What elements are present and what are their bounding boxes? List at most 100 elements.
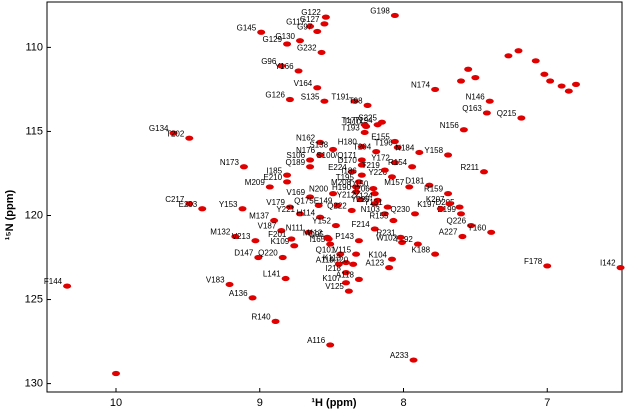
- peak-label: Y153: [219, 200, 238, 209]
- peak-label: D205: [435, 198, 455, 207]
- peak-label: E210: [263, 173, 282, 182]
- peak-label: Q215: [497, 109, 517, 118]
- peak: [480, 169, 488, 175]
- peak: [185, 135, 194, 141]
- peak-label: F144: [44, 277, 63, 286]
- peak: [248, 295, 257, 301]
- peak-label: T194: [354, 116, 373, 125]
- peak-label: E149: [314, 197, 333, 206]
- peak: [514, 48, 523, 54]
- peak: [350, 98, 359, 104]
- peak-label: K207: [426, 195, 445, 204]
- peak-label: G129: [262, 35, 282, 44]
- peak: [356, 196, 365, 203]
- peak-label: E203: [179, 200, 198, 209]
- peak: [415, 149, 424, 156]
- peak-label: S106: [286, 151, 305, 160]
- peak-label: Y124: [354, 191, 373, 200]
- peak: [296, 211, 304, 217]
- peak-label: T195: [336, 173, 355, 182]
- peak: [557, 83, 566, 89]
- peak: [306, 194, 315, 200]
- peak-label: T204: [353, 143, 372, 152]
- peak-label: Y152: [312, 217, 331, 226]
- peak-label: Q175: [294, 197, 314, 206]
- peak: [464, 66, 473, 72]
- peak: [393, 144, 402, 151]
- peak: [370, 191, 379, 197]
- peak: [564, 88, 573, 94]
- peak-label: N103: [361, 205, 381, 214]
- peak-label: M208: [331, 178, 352, 187]
- peak: [540, 71, 549, 77]
- peak: [357, 157, 366, 163]
- peak-label: Y212: [337, 191, 356, 200]
- peak: [354, 179, 363, 185]
- peak-label: Y229: [351, 195, 370, 204]
- peak: [283, 41, 292, 47]
- peak-label: K188: [411, 245, 430, 254]
- peak: [342, 270, 350, 276]
- peak: [349, 261, 358, 267]
- peak-label: N173: [220, 158, 240, 167]
- peak: [306, 157, 315, 163]
- peak: [285, 204, 294, 210]
- peak-label: G198: [370, 7, 390, 16]
- peak-label: N146: [466, 92, 486, 101]
- peak: [398, 239, 407, 245]
- x-axis-label: ¹H (ppm): [311, 397, 357, 409]
- peak-label: E155: [371, 133, 390, 142]
- peak-label: V169: [286, 188, 305, 197]
- peak: [357, 172, 366, 178]
- peak: [278, 254, 287, 261]
- peak-label: S135: [301, 92, 320, 101]
- peak: [457, 211, 465, 217]
- peak: [342, 280, 350, 286]
- peak: [616, 265, 625, 271]
- peak: [324, 236, 333, 242]
- peak-label: S225: [358, 113, 377, 122]
- peak: [313, 28, 322, 35]
- peak: [316, 214, 325, 220]
- peak-label: M157: [384, 178, 405, 187]
- peak: [336, 251, 345, 257]
- peak: [482, 110, 491, 116]
- x-tick-label: 10: [110, 397, 122, 409]
- peak: [271, 318, 280, 324]
- peak-label: E224: [328, 163, 347, 172]
- peak: [185, 201, 194, 207]
- peak: [306, 164, 315, 170]
- peak: [546, 78, 555, 84]
- peak-label: F214: [352, 220, 371, 229]
- peak-label: T191: [331, 92, 350, 101]
- peak: [369, 185, 378, 192]
- peak-label: R231: [377, 228, 397, 237]
- peak-label: M137: [249, 212, 270, 221]
- peak: [294, 68, 303, 74]
- peak-label: P143: [335, 232, 354, 241]
- peak-label: T110: [343, 118, 361, 127]
- peak-label: H180: [338, 138, 358, 147]
- peak: [383, 204, 392, 210]
- peak: [277, 228, 286, 234]
- peak: [304, 229, 313, 235]
- peak-label: R159: [424, 185, 444, 194]
- peak-label: T219: [362, 161, 381, 170]
- peak: [238, 206, 247, 212]
- peak: [112, 370, 120, 377]
- peak-label: Q222: [327, 202, 347, 211]
- peak: [431, 251, 440, 257]
- peak: [467, 222, 476, 229]
- peak-label: T196: [375, 139, 394, 148]
- peak-label: R140: [251, 313, 271, 322]
- peak: [231, 233, 240, 240]
- peak-label: A120: [330, 255, 349, 264]
- peak-label: G117: [286, 17, 306, 26]
- peak: [354, 238, 363, 244]
- peak: [390, 138, 399, 145]
- peak-label: K104: [368, 250, 387, 259]
- peak-label: A118: [336, 270, 355, 279]
- peak-label: G232: [297, 44, 317, 53]
- peak: [314, 202, 323, 209]
